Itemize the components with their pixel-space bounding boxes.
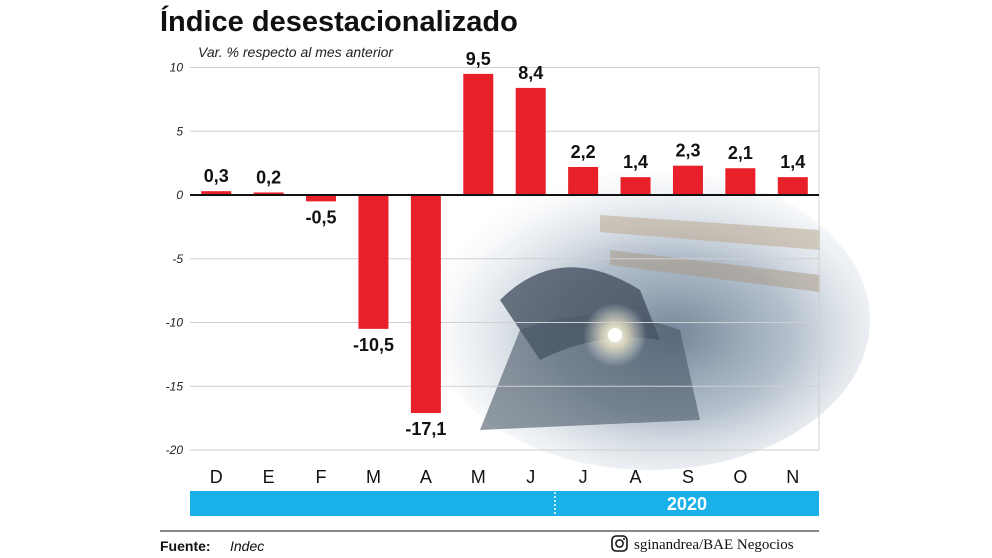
x-tick-label: S [682, 467, 694, 487]
chart-title: Índice desestacionalizado [160, 4, 518, 38]
credit-text: sginandrea/BAE Negocios [634, 537, 794, 553]
x-tick-label: N [786, 467, 799, 487]
x-tick-label: O [733, 467, 747, 487]
bar [777, 177, 808, 195]
data-label: 9,5 [466, 49, 491, 69]
source-label: Fuente: [160, 538, 211, 554]
year-band: 2020 [190, 491, 819, 516]
data-label: 1,4 [780, 152, 805, 172]
x-tick-label: E [263, 467, 275, 487]
bar [463, 73, 494, 195]
welding-photo-illustration [430, 170, 870, 470]
bar [672, 165, 703, 195]
bar [358, 195, 389, 329]
y-tick-label: -10 [166, 316, 184, 330]
y-tick-label: -20 [166, 443, 184, 457]
bar [725, 168, 756, 195]
bar [201, 191, 232, 195]
data-labels: 0,3 0,2 -0,5 -10,5 -17,1 9,5 8,4 2,2 1,4 2,3 2,1 1,… [204, 49, 806, 439]
data-label: 2,1 [728, 143, 753, 163]
bar [410, 195, 441, 414]
y-tick-label: -15 [166, 379, 184, 393]
y-tick-label: 5 [176, 124, 183, 138]
data-label: 0,2 [256, 167, 281, 187]
bars [201, 73, 808, 414]
data-label: 1,4 [623, 152, 648, 172]
year-label: 2020 [667, 494, 707, 514]
chart-subtitle: Var. % respecto al mes anterior [198, 44, 394, 60]
y-tick-label: 10 [170, 61, 184, 75]
x-tick-label: J [526, 467, 535, 487]
y-tick-label: 0 [176, 188, 183, 202]
x-tick-label: M [366, 467, 381, 487]
x-tick-label: A [630, 467, 642, 487]
bar [515, 87, 546, 195]
data-label: 2,3 [675, 141, 700, 161]
x-tick-label: F [316, 467, 327, 487]
data-label: 0,3 [204, 166, 229, 186]
data-label: -17,1 [405, 419, 446, 439]
data-label: -0,5 [306, 207, 337, 227]
x-tick-label: A [420, 467, 432, 487]
bar [620, 177, 651, 195]
grid-lines [190, 67, 820, 451]
footer: Fuente: Indec sginandrea/BAE Negocios [160, 530, 819, 554]
y-tick-label: -5 [172, 252, 183, 266]
instagram-icon [611, 535, 628, 552]
source-value: Indec [230, 538, 264, 554]
bar [306, 195, 337, 202]
y-axis-ticks: 10 5 0 -5 -10 -15 -20 [166, 61, 184, 458]
data-label: 8,4 [518, 63, 543, 83]
data-label: -10,5 [353, 335, 394, 355]
x-tick-label: D [210, 467, 223, 487]
bar [253, 192, 284, 195]
data-label: 2,2 [571, 142, 596, 162]
bar [568, 166, 599, 195]
x-tick-label: J [579, 467, 588, 487]
x-tick-label: M [471, 467, 486, 487]
